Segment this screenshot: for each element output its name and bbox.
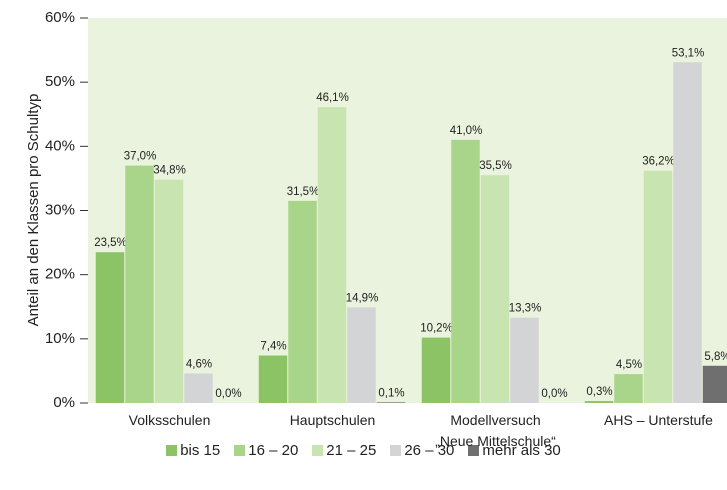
legend-label: 26 – 30 <box>404 442 455 459</box>
value-label: 4,6% <box>186 359 212 371</box>
legend-swatch <box>234 445 246 456</box>
y-axis-label: Anteil an den Klassen pro Schultyp <box>25 94 42 327</box>
x-tick-label: Hauptschulen <box>289 412 376 428</box>
bar <box>184 373 213 403</box>
value-label: 23,5% <box>94 237 127 249</box>
x-tick-label: Modellversuch „Neue Mittelschule“ <box>435 412 556 449</box>
y-tick-label: 20% <box>45 266 75 283</box>
bar <box>584 401 614 403</box>
y-tick-label: 50% <box>45 73 75 90</box>
value-label: 14,9% <box>346 292 379 304</box>
legend-item: 16 – 20 <box>234 442 298 459</box>
value-label: 41,0% <box>450 125 483 137</box>
value-label: 13,3% <box>509 303 542 315</box>
legend-item: 21 – 25 <box>312 442 376 459</box>
value-label: 46,1% <box>316 92 349 104</box>
value-label: 10,2% <box>420 323 453 335</box>
bar <box>125 165 154 403</box>
legend-item: bis 15 <box>166 442 220 459</box>
bar <box>288 200 317 403</box>
bar <box>258 355 288 403</box>
bar <box>347 307 376 403</box>
value-label: 7,4% <box>260 341 286 353</box>
y-tick-label: 60% <box>45 9 75 26</box>
bar <box>643 170 673 403</box>
value-label: 53,1% <box>672 47 705 59</box>
bar <box>95 252 125 403</box>
value-label: 36,2% <box>642 156 675 168</box>
bar <box>421 337 451 403</box>
value-label: 34,8% <box>153 165 186 177</box>
value-label: 37,0% <box>124 151 157 163</box>
bar <box>614 374 643 403</box>
legend-label: 21 – 25 <box>326 442 377 459</box>
x-tick-label: AHS – Unterstufe <box>604 412 713 428</box>
bar <box>702 365 727 403</box>
legend: bis 15 16 – 20 21 – 25 26 – 30 mehr als 30 <box>0 442 727 459</box>
bar <box>376 402 406 403</box>
value-label: 4,5% <box>616 359 642 371</box>
value-label: 31,5% <box>287 186 320 198</box>
legend-label: 16 – 20 <box>248 442 299 459</box>
value-label: 0,1% <box>378 387 404 399</box>
x-tick-label: Volksschulen <box>128 412 211 428</box>
value-label: 0,0% <box>541 388 567 400</box>
bar <box>673 62 702 404</box>
legend-swatch <box>390 445 402 456</box>
bar <box>510 317 539 403</box>
value-label: 5,8% <box>704 351 727 363</box>
legend-item: 26 – 30 <box>390 442 454 459</box>
y-tick-label: 0% <box>53 394 75 411</box>
legend-swatch <box>166 445 178 456</box>
value-label: 35,5% <box>479 160 512 172</box>
y-tick-label: 30% <box>45 201 75 218</box>
value-label: 0,0% <box>215 388 241 400</box>
legend-item: mehr als 30 <box>468 442 561 459</box>
y-tick-label: 40% <box>45 137 75 154</box>
plot-area <box>88 18 727 403</box>
legend-label: bis 15 <box>180 442 221 459</box>
bar <box>317 107 347 404</box>
legend-swatch <box>468 445 480 456</box>
legend-swatch <box>312 445 324 456</box>
bar <box>480 175 510 403</box>
y-tick-label: 10% <box>45 330 75 347</box>
bar <box>451 139 480 403</box>
value-label: 0,3% <box>586 386 612 398</box>
bar <box>154 179 184 403</box>
legend-label: mehr als 30 <box>482 442 561 459</box>
